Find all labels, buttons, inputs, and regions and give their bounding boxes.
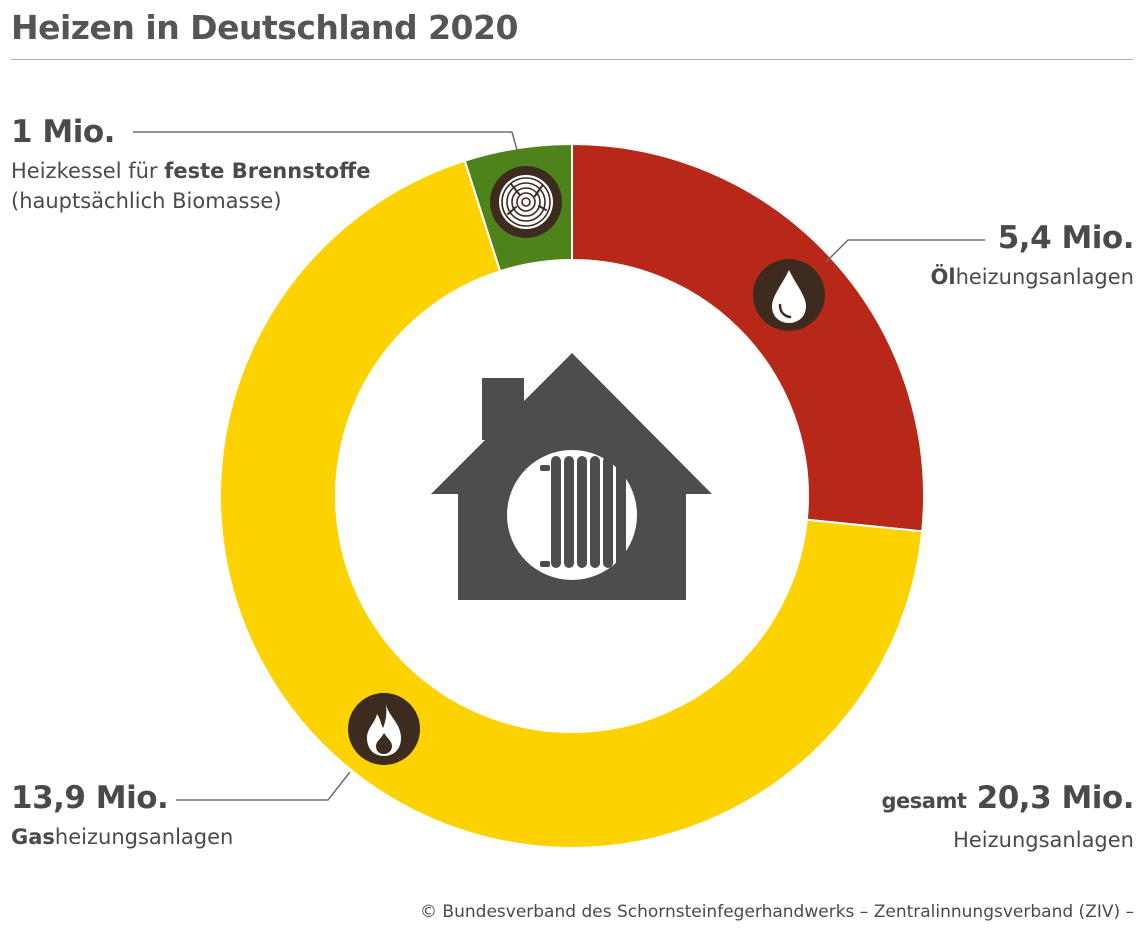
value-solid-fuel: 1 Mio. — [11, 114, 115, 150]
desc-oil: Ölheizungsanlagen — [931, 262, 1134, 292]
leader-lines — [133, 131, 985, 801]
slice-oil — [571, 142, 925, 533]
radiator-icon — [540, 456, 635, 568]
desc-oil-bold: Öl — [930, 265, 956, 289]
desc-solid-fuel: Heizkessel für feste Brennstoffe — [11, 156, 370, 186]
label-total: gesamt 20,3 Mio. Heizungsanlagen — [882, 780, 1135, 855]
wood-log-icon — [490, 166, 562, 238]
value-total-line: gesamt 20,3 Mio. — [882, 780, 1135, 819]
desc-gas-bold: Gas — [11, 825, 55, 849]
slice-gas — [219, 159, 924, 849]
value-oil: 5,4 Mio. — [997, 220, 1135, 256]
desc-solid-fuel-pre: Heizkessel für — [11, 159, 165, 183]
desc-gas-rest: heizungsanlagen — [54, 825, 234, 849]
desc-solid-fuel-bold: feste Brennstoffe — [164, 159, 371, 183]
label-solid-fuel: 1 Mio. Heizkessel für feste Brennstoffe … — [11, 114, 370, 216]
house-radiator-icon — [431, 353, 712, 600]
desc-solid-fuel-note: (hauptsächlich Biomasse) — [11, 189, 282, 213]
desc-gas: Gasheizungsanlagen — [11, 822, 233, 852]
leader-line-solid — [133, 131, 518, 151]
value-gas: 13,9 Mio. — [11, 780, 169, 816]
oil-drop-icon — [753, 259, 825, 331]
chart-title: Heizen in Deutschland 2020 — [11, 8, 518, 47]
label-oil: 5,4 Mio. Ölheizungsanlagen — [931, 220, 1135, 292]
leader-line-oil — [825, 239, 985, 263]
value-total: 20,3 Mio. — [976, 780, 1135, 816]
flame-icon — [348, 693, 420, 765]
total-prefix: gesamt — [881, 789, 967, 813]
desc-total: Heizungsanlagen — [953, 828, 1134, 852]
label-gas: 13,9 Mio. Gasheizungsanlagen — [11, 780, 233, 852]
title-divider — [11, 59, 1133, 60]
leader-line-gas — [176, 771, 351, 801]
source-footer: © Bundesverband des Schornsteinfegerhand… — [420, 902, 1134, 922]
desc-oil-rest: heizungsanlagen — [955, 265, 1134, 289]
